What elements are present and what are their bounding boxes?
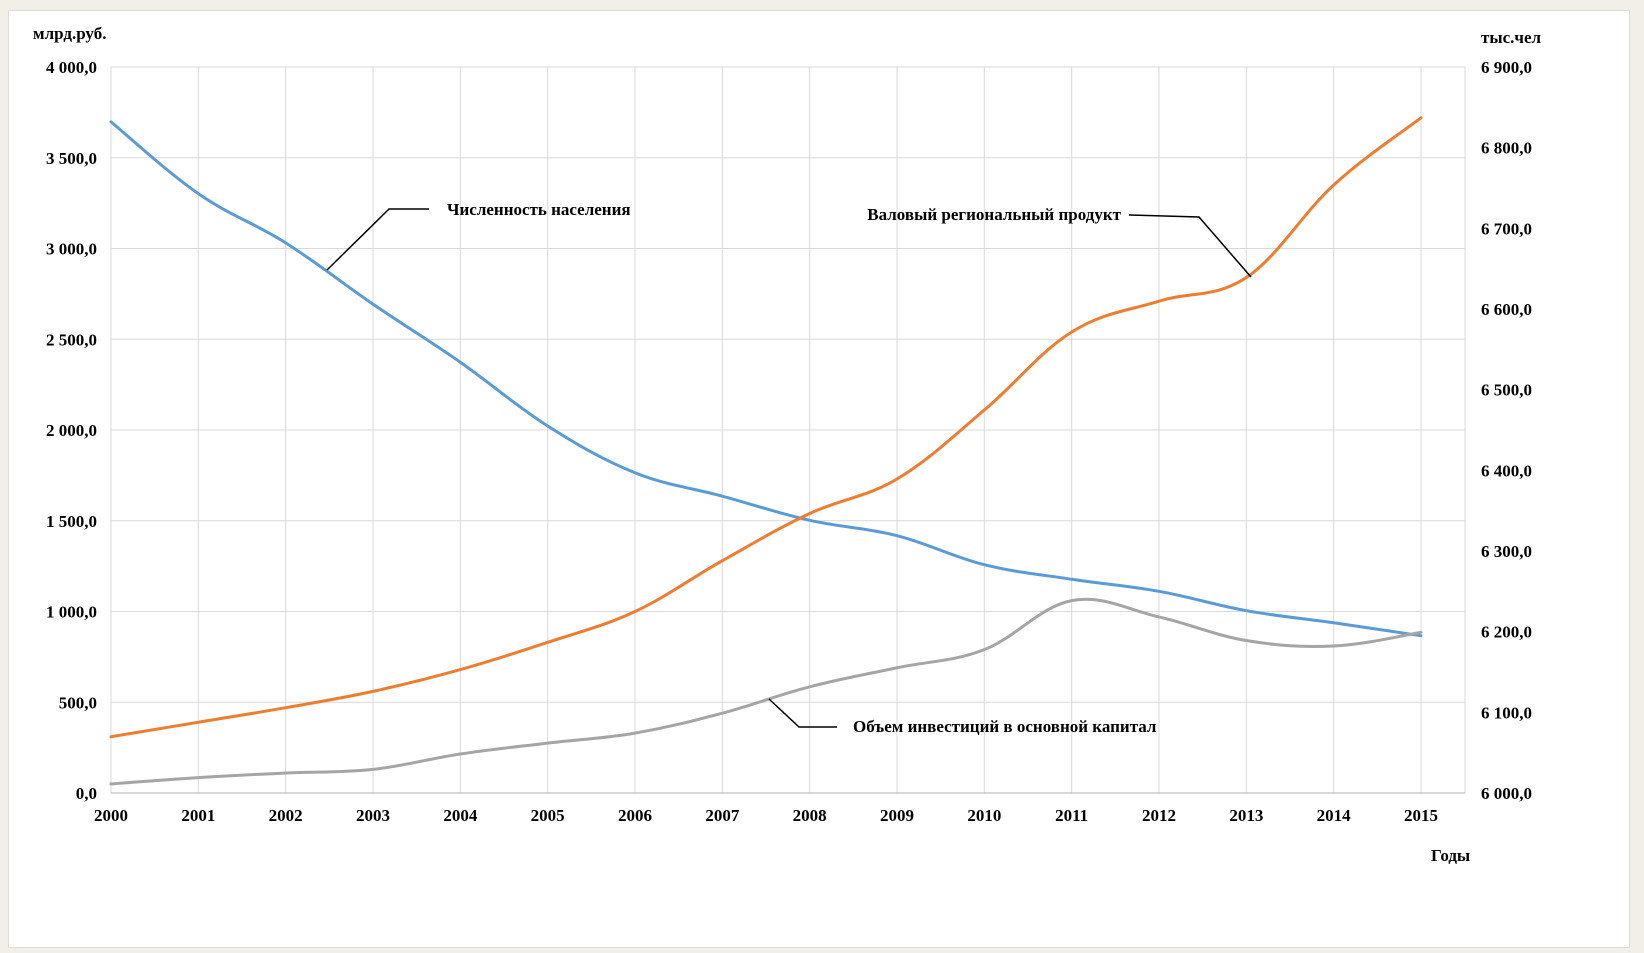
series-label-3: Объем инвестиций в основной капитал	[853, 717, 1157, 736]
left-tick-label: 3 000,0	[46, 240, 97, 259]
x-tick-label: 2015	[1404, 806, 1438, 825]
x-tick-label: 2001	[181, 806, 215, 825]
right-tick-label: 6 300,0	[1481, 542, 1532, 561]
series-line-2	[109, 116, 1423, 739]
left-tick-label: 1 000,0	[46, 603, 97, 622]
x-tick-label: 2000	[94, 806, 128, 825]
left-tick-label: 0,0	[76, 784, 97, 803]
x-tick-label: 2007	[705, 806, 740, 825]
series-label-1: Численность населения	[447, 200, 631, 219]
right-tick-label: 6 500,0	[1481, 381, 1532, 400]
series-line-1	[109, 120, 1423, 638]
right-tick-label: 6 800,0	[1481, 139, 1532, 158]
x-tick-label: 2009	[880, 806, 914, 825]
series-layer	[109, 116, 1423, 786]
x-tick-label: 2002	[269, 806, 303, 825]
right-axis-unit: тыс.чел	[1481, 28, 1542, 47]
right-tick-label: 6 000,0	[1481, 784, 1532, 803]
x-tick-label: 2003	[356, 806, 390, 825]
axis-labels: млрд.руб. тыс.чел Годы	[33, 24, 1542, 865]
left-tick-label: 3 500,0	[46, 149, 97, 168]
right-tick-label: 6 200,0	[1481, 623, 1532, 642]
left-tick-label: 1 500,0	[46, 512, 97, 531]
left-tick-label: 2 000,0	[46, 421, 97, 440]
right-tick-label: 6 400,0	[1481, 461, 1532, 480]
series-annotations: Численность населения Валовый региональны…	[326, 200, 1252, 736]
left-tick-label: 500,0	[59, 693, 97, 712]
x-tick-label: 2011	[1055, 806, 1088, 825]
line-chart: 0,0 500,0 1 000,0 1 500,0 2 000,0 2 500,0 3 00…	[33, 24, 1542, 865]
callout-leader-3	[768, 698, 837, 728]
x-tick-label: 2012	[1142, 806, 1176, 825]
left-tick-label: 2 500,0	[46, 330, 97, 349]
x-tick-label: 2006	[618, 806, 652, 825]
left-tick-label: 4 000,0	[46, 58, 97, 77]
axes: 0,0 500,0 1 000,0 1 500,0 2 000,0 2 500,0 3 00…	[46, 58, 1532, 825]
x-tick-label: 2010	[967, 806, 1001, 825]
left-axis-unit: млрд.руб.	[33, 24, 106, 43]
right-tick-label: 6 900,0	[1481, 58, 1532, 77]
right-tick-label: 6 600,0	[1481, 300, 1532, 319]
x-axis-title: Годы	[1431, 846, 1470, 865]
x-tick-label: 2013	[1229, 806, 1263, 825]
grid-lines	[110, 66, 1466, 794]
right-tick-label: 6 100,0	[1481, 703, 1532, 722]
x-tick-label: 2008	[793, 806, 827, 825]
series-label-2: Валовый региональный продукт	[867, 205, 1121, 224]
x-tick-label: 2005	[531, 806, 565, 825]
right-tick-label: 6 700,0	[1481, 219, 1532, 238]
callout-leader-2	[1128, 214, 1252, 278]
callout-leader-1	[326, 208, 429, 271]
chart-frame: 0,0 500,0 1 000,0 1 500,0 2 000,0 2 500,0 3 00…	[8, 10, 1630, 948]
x-tick-label: 2004	[443, 806, 478, 825]
series-line-3	[109, 597, 1423, 786]
x-tick-label: 2014	[1317, 806, 1352, 825]
